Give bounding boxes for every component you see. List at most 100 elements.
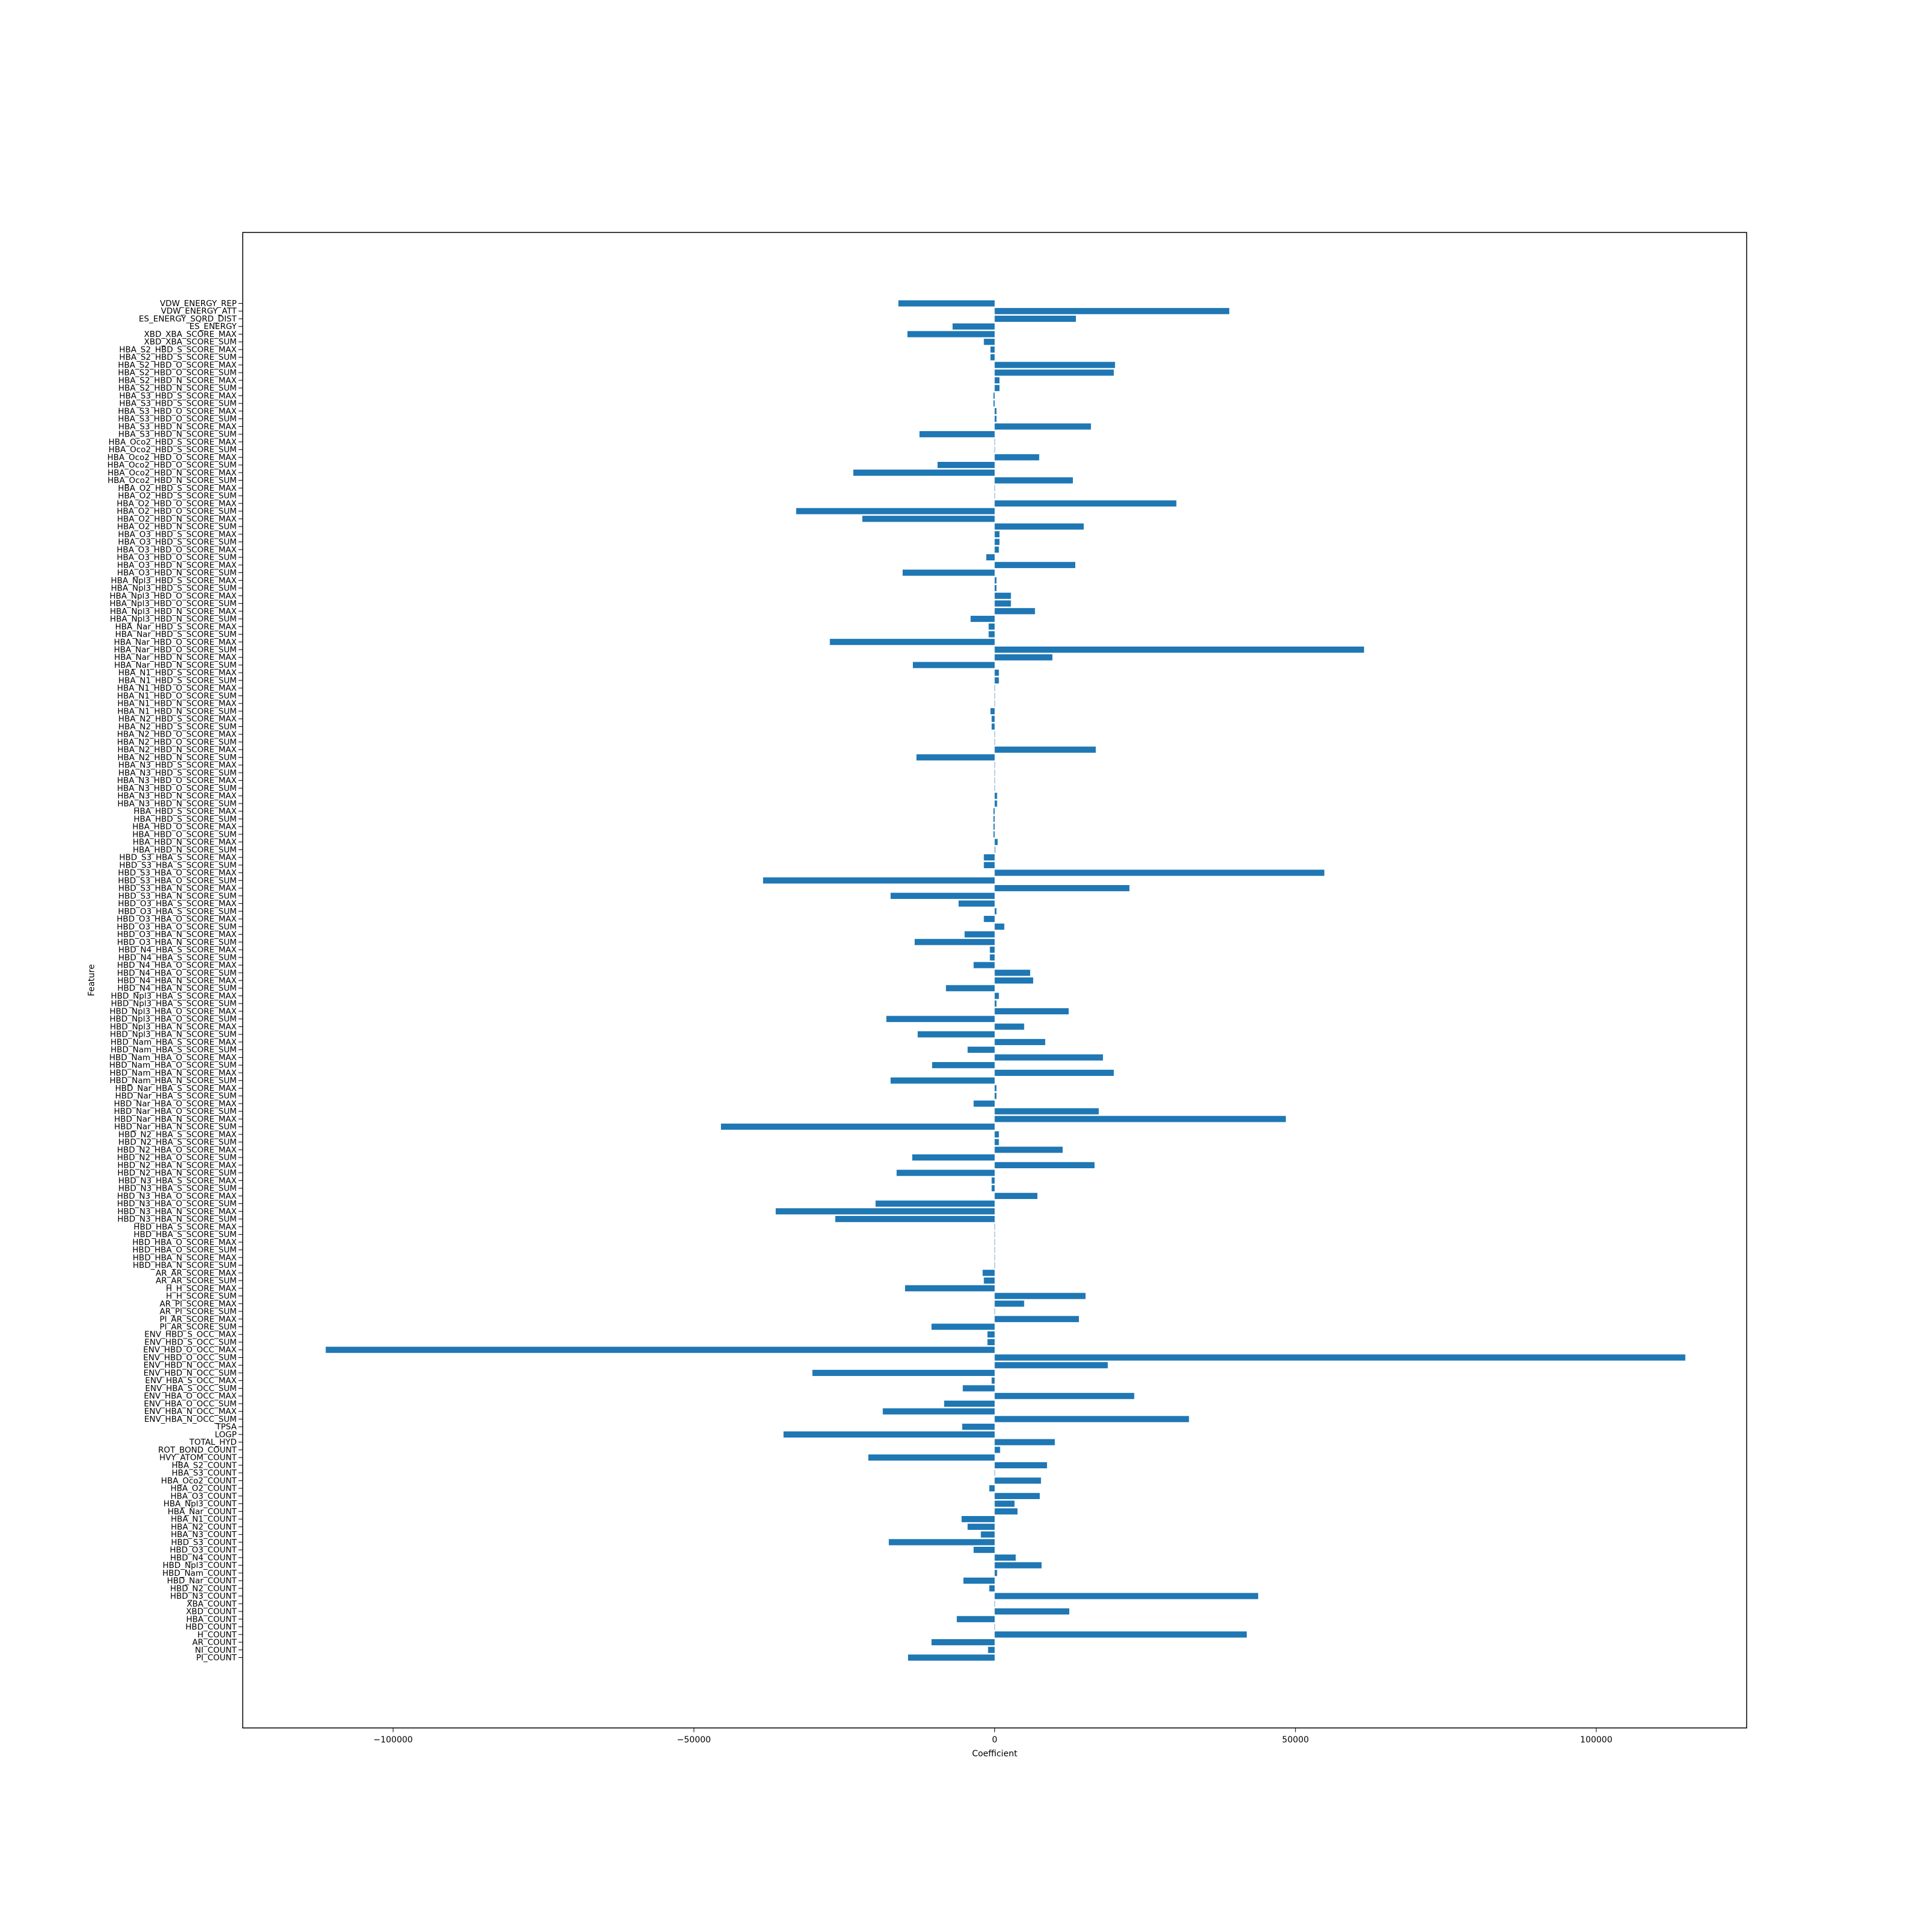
bar-hbd-n3-count [994,1593,1258,1599]
y-tick-label: HBA_S3_HBD_O_SCORE_SUM [118,414,237,424]
y-tick-label: HBA_Npl3_HBD_O_SCORE_SUM [110,599,237,609]
y-tick-label: HBA_Npl3_HBD_S_SCORE_MAX [111,576,237,586]
y-tick-label: HBA_COUNT [186,1614,237,1624]
bar-hbd-n2-hba-n-score-max [994,1162,1095,1168]
bar-hba-n1-hbd-n-score-max [994,700,996,707]
bar-hbd-n3-hba-o-score-max [994,1192,1038,1199]
bar-hba-npl3-hbd-s-score-sum [994,584,997,592]
y-tick-label: ENV_HBA_N_OCC_SUM [144,1415,237,1424]
y-tick-label: ENV_HBD_O_OCC_SUM [143,1353,237,1363]
bar-pi-count [908,1654,995,1661]
bar-hba-o2-hbd-n-score-max [862,516,995,522]
bar-hbd-npl3-hba-s-score-sum [994,1000,997,1007]
bar-hbd-o3-hba-o-score-max [984,915,995,923]
bar-hbd-n3-hba-n-score-sum [835,1215,995,1223]
y-tick-label: HBA_O2_HBD_O_SCORE_SUM [117,507,237,516]
bar-hbd-n4-count [994,1554,1016,1561]
y-tick-label: HBD_Nam_COUNT [162,1569,237,1578]
bar-env-hba-s-occ-sum [962,1385,995,1392]
bar-env-hba-o-occ-sum [944,1400,995,1407]
y-tick-label: HBD_N4_COUNT [170,1553,237,1563]
y-tick-label: HBA_Nar_HBD_S_SCORE_SUM [115,630,237,639]
bar-hbd-n4-hba-n-score-max [994,977,1034,984]
y-tick-label: HBA_N3_HBD_O_SCORE_SUM [117,784,237,793]
bar-hbd-o3-hba-o-score-sum [994,923,1005,930]
bar-hba-nar-hbd-o-score-sum [994,646,1364,653]
y-tick-label: HBD_N3_COUNT [170,1591,237,1601]
y-tick-label: HBA_Nar_COUNT [168,1507,237,1517]
y-tick-label: HBA_O3_HBD_N_SCORE_SUM [117,568,237,578]
x-tick-label: 0 [992,1735,997,1745]
y-tick-label: HBA_Nar_HBD_O_SCORE_MAX [114,638,237,647]
y-tick-label: HBD_O3_HBA_O_SCORE_SUM [117,922,237,932]
bar-hbd-n4-hba-o-score-sum [994,970,1031,976]
bar-hbd-s3-hba-o-score-max [994,869,1325,876]
bar-env-hba-o-occ-max [994,1393,1134,1399]
y-tick-label: HBA_Oco2_COUNT [161,1476,237,1486]
bar-hbd-n3-hba-n-score-max [775,1208,995,1215]
y-tick-label: H_H_SCORE_MAX [166,1284,237,1293]
bar-pi-ar-score-max [994,1316,1079,1322]
y-tick-label: HBA_N3_HBD_N_SCORE_SUM [117,799,237,808]
bar-ar-pi-score-max [994,1300,1025,1307]
bar-hba-n2-hbd-n-score-sum [916,754,995,761]
y-tick-label: HBD_N4_HBA_N_SCORE_SUM [117,984,237,993]
y-tick-label: HBA_HBD_S_SCORE_MAX [133,807,237,816]
bar-hba-s3-count [994,1470,996,1476]
y-tick-label: HBA_O2_HBD_S_SCORE_MAX [118,484,237,493]
bar-hbd-nar-count [963,1577,995,1584]
bar-hbd-o3-hba-s-score-max [958,900,995,907]
y-tick-label: HBD_N4_HBA_S_SCORE_MAX [118,945,237,955]
y-tick-label: HBA_N2_HBD_O_SCORE_MAX [117,730,237,740]
bar-hba-n3-hbd-o-score-max [994,777,996,784]
y-tick-label: HBD_HBA_N_SCORE_SUM [133,1261,237,1270]
y-tick-label: HBA_N2_HBD_N_SCORE_SUM [117,753,237,763]
bar-hbd-s3-hba-s-score-sum [984,862,995,868]
bar-hbd-hba-o-score-max [994,1239,996,1246]
y-tick-label: TPSA [216,1422,237,1432]
y-tick-label: HBD_Nam_HBA_S_SCORE_MAX [110,1037,237,1047]
bar-hbd-nam-hba-n-score-sum [891,1077,995,1084]
y-tick-label: HBA_Oco2_HBD_N_SCORE_MAX [107,468,237,478]
y-tick-label: HBD_Nar_HBA_S_SCORE_MAX [115,1084,237,1093]
bar-h-count [994,1631,1247,1638]
y-tick-label: VDW_ENERGY_REP [160,299,237,309]
y-tick-label: HBD_Npl3_COUNT [162,1561,237,1570]
y-tick-label: HBD_Npl3_HBA_O_SCORE_MAX [109,1006,237,1016]
bar-hbd-n3-hba-s-score-sum [991,1185,995,1192]
x-tick-label: 50000 [1282,1735,1309,1745]
y-tick-label: HBD_N2_HBA_S_SCORE_SUM [118,1137,237,1147]
bar-hba-hbd-s-score-max [993,808,995,814]
y-tick-label: HBD_N3_HBA_S_SCORE_MAX [118,1176,237,1186]
y-tick-label: HBD_Nam_HBA_N_SCORE_MAX [110,1068,237,1078]
y-tick-label: HBA_Npl3_COUNT [164,1499,237,1509]
bar-hba-oco2-hbd-o-score-max [994,454,1040,461]
bar-hba-nar-count [994,1508,1018,1515]
y-tick-label: HBD_O3_HBA_O_SCORE_MAX [117,915,237,924]
bar-hbd-nar-hba-s-score-sum [994,1093,997,1099]
bar-ar-ar-score-max [982,1270,995,1276]
bar-hbd-nam-hba-s-score-max [994,1038,1046,1046]
bar-hba-s3-hbd-n-score-sum [919,431,995,438]
bar-hba-nar-hbd-n-score-sum [912,662,995,668]
y-tick-label: HBD_HBA_O_SCORE_MAX [132,1238,237,1247]
bar-hbd-hba-s-score-max [994,1223,996,1230]
bar-hbd-s3-count [889,1539,995,1546]
bar-hba-n2-hbd-o-score-sum [994,738,996,746]
y-tick-label: HBA_HBD_N_SCORE_MAX [133,837,237,847]
bar-hbd-s3-hba-s-score-max [984,854,995,861]
bar-hba-n3-hbd-s-score-max [994,762,996,769]
y-tick-label: HBA_Npl3_HBD_O_SCORE_MAX [109,591,237,601]
bar-total-hyd [994,1439,1055,1445]
bar-hba-n2-hbd-o-score-max [994,731,996,738]
bar-hbd-npl3-hba-o-score-sum [886,1016,995,1022]
bar-hbd-n2-hba-s-score-sum [994,1139,999,1145]
bar-env-hba-s-occ-max [991,1377,995,1384]
y-tick-label: HBD_N3_HBA_O_SCORE_MAX [117,1191,237,1201]
y-tick-label: HBA_N1_HBD_O_SCORE_MAX [117,683,237,693]
bar-hba-hbd-s-score-sum [993,816,995,822]
y-tick-label: HBD_N3_HBA_N_SCORE_SUM [117,1215,237,1224]
y-tick-label: HBD_N2_COUNT [170,1584,237,1593]
y-tick-label: HBD_Nar_COUNT [167,1576,237,1586]
bar-hba-n1-count [961,1516,995,1523]
